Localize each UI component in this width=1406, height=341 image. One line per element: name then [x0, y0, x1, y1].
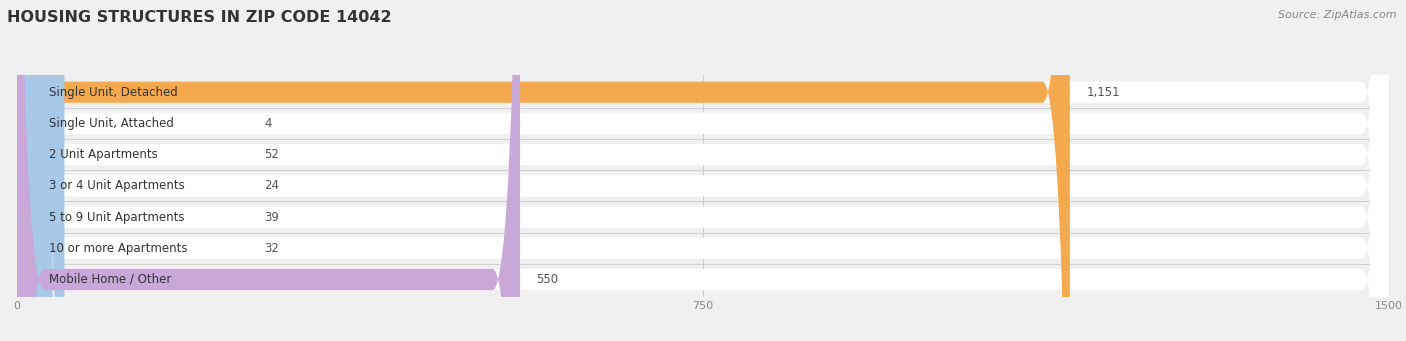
- Text: 24: 24: [264, 179, 278, 192]
- Text: 10 or more Apartments: 10 or more Apartments: [49, 242, 187, 255]
- Bar: [17, 77, 1389, 108]
- FancyBboxPatch shape: [17, 0, 1389, 341]
- Bar: [17, 233, 1389, 264]
- Text: 3 or 4 Unit Apartments: 3 or 4 Unit Apartments: [49, 179, 184, 192]
- Bar: [17, 170, 1389, 202]
- FancyBboxPatch shape: [17, 0, 1389, 341]
- Text: Source: ZipAtlas.com: Source: ZipAtlas.com: [1278, 10, 1396, 20]
- Text: Mobile Home / Other: Mobile Home / Other: [49, 273, 172, 286]
- Text: Single Unit, Attached: Single Unit, Attached: [49, 117, 174, 130]
- FancyBboxPatch shape: [17, 0, 1389, 341]
- Bar: [17, 108, 1389, 139]
- Text: 5 to 9 Unit Apartments: 5 to 9 Unit Apartments: [49, 210, 184, 224]
- FancyBboxPatch shape: [11, 0, 45, 341]
- FancyBboxPatch shape: [0, 0, 45, 341]
- FancyBboxPatch shape: [17, 0, 46, 341]
- FancyBboxPatch shape: [17, 0, 52, 341]
- Bar: [17, 139, 1389, 170]
- Text: HOUSING STRUCTURES IN ZIP CODE 14042: HOUSING STRUCTURES IN ZIP CODE 14042: [7, 10, 392, 25]
- Text: 550: 550: [537, 273, 558, 286]
- FancyBboxPatch shape: [17, 0, 1389, 341]
- FancyBboxPatch shape: [17, 0, 520, 341]
- Text: 4: 4: [264, 117, 271, 130]
- Bar: [17, 202, 1389, 233]
- Text: 52: 52: [264, 148, 278, 161]
- FancyBboxPatch shape: [17, 0, 1389, 341]
- Text: 1,151: 1,151: [1087, 86, 1121, 99]
- Text: 2 Unit Apartments: 2 Unit Apartments: [49, 148, 157, 161]
- FancyBboxPatch shape: [17, 0, 65, 341]
- Text: 39: 39: [264, 210, 278, 224]
- FancyBboxPatch shape: [17, 0, 1389, 341]
- FancyBboxPatch shape: [17, 0, 1070, 341]
- Text: 32: 32: [264, 242, 278, 255]
- Text: Single Unit, Detached: Single Unit, Detached: [49, 86, 177, 99]
- Bar: [17, 264, 1389, 295]
- FancyBboxPatch shape: [17, 0, 1389, 341]
